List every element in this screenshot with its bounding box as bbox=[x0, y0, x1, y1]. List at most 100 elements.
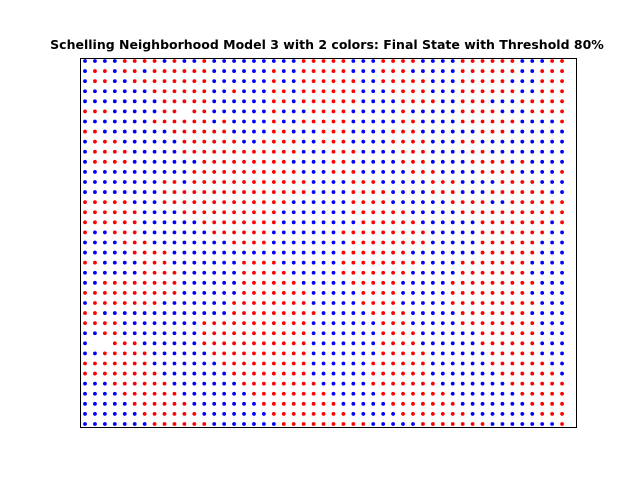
point-series-0 bbox=[162, 361, 167, 366]
point-series-1 bbox=[361, 260, 366, 265]
point-series-0 bbox=[311, 341, 316, 346]
point-series-1 bbox=[301, 190, 306, 194]
point-series-0 bbox=[421, 341, 425, 346]
point-series-0 bbox=[261, 119, 266, 124]
point-series-1 bbox=[550, 391, 555, 396]
point-series-1 bbox=[122, 59, 127, 63]
point-series-0 bbox=[351, 220, 356, 225]
point-series-1 bbox=[500, 119, 505, 124]
point-series-1 bbox=[132, 401, 137, 406]
point-series-1 bbox=[202, 129, 207, 134]
point-series-1 bbox=[560, 79, 564, 84]
point-series-1 bbox=[252, 301, 256, 305]
point-series-1 bbox=[142, 270, 147, 275]
point-series-1 bbox=[232, 190, 236, 194]
point-series-0 bbox=[102, 230, 107, 235]
point-series-1 bbox=[212, 170, 217, 174]
point-series-0 bbox=[460, 351, 465, 356]
point-series-0 bbox=[112, 59, 117, 63]
chart-title: Schelling Neighborhood Model 3 with 2 co… bbox=[50, 37, 604, 52]
point-series-0 bbox=[371, 331, 376, 336]
point-series-1 bbox=[480, 129, 485, 134]
point-series-0 bbox=[212, 260, 217, 265]
point-series-0 bbox=[510, 159, 515, 164]
point-series-0 bbox=[450, 361, 455, 366]
point-series-0 bbox=[361, 170, 366, 174]
point-series-0 bbox=[460, 220, 465, 225]
point-series-1 bbox=[510, 311, 515, 315]
point-series-1 bbox=[93, 109, 97, 114]
point-series-1 bbox=[560, 422, 564, 426]
point-series-1 bbox=[510, 371, 515, 376]
point-series-1 bbox=[242, 341, 246, 346]
point-series-1 bbox=[172, 89, 177, 94]
point-series-1 bbox=[361, 270, 366, 275]
point-series-1 bbox=[560, 109, 564, 114]
point-series-1 bbox=[500, 341, 505, 346]
point-series-1 bbox=[242, 331, 246, 336]
point-series-1 bbox=[83, 371, 87, 376]
point-series-0 bbox=[182, 260, 187, 265]
point-series-1 bbox=[480, 311, 485, 315]
point-series-0 bbox=[182, 270, 187, 275]
point-series-1 bbox=[500, 270, 505, 275]
point-series-0 bbox=[371, 149, 376, 154]
point-series-1 bbox=[500, 321, 505, 326]
point-series-1 bbox=[261, 321, 266, 326]
point-series-0 bbox=[93, 119, 97, 124]
point-series-0 bbox=[510, 129, 515, 134]
point-series-0 bbox=[83, 99, 87, 104]
point-series-0 bbox=[450, 260, 455, 265]
point-series-0 bbox=[550, 321, 555, 326]
point-series-0 bbox=[450, 210, 455, 215]
point-series-1 bbox=[500, 190, 505, 194]
point-series-1 bbox=[421, 230, 425, 235]
point-series-1 bbox=[291, 412, 296, 416]
point-series-0 bbox=[112, 89, 117, 94]
point-series-1 bbox=[252, 391, 256, 396]
point-series-1 bbox=[202, 200, 207, 205]
point-series-1 bbox=[540, 69, 545, 73]
point-series-1 bbox=[202, 119, 207, 124]
point-series-0 bbox=[192, 159, 197, 164]
point-series-0 bbox=[450, 391, 455, 396]
point-series-1 bbox=[261, 361, 266, 366]
point-series-1 bbox=[232, 149, 236, 154]
point-series-1 bbox=[401, 59, 405, 63]
point-series-1 bbox=[142, 79, 147, 84]
point-series-0 bbox=[252, 412, 256, 416]
point-series-0 bbox=[93, 240, 97, 245]
point-series-1 bbox=[530, 341, 535, 346]
point-series-0 bbox=[112, 109, 117, 114]
point-series-1 bbox=[122, 230, 127, 235]
point-series-0 bbox=[421, 331, 425, 336]
point-series-1 bbox=[261, 381, 266, 386]
point-series-0 bbox=[540, 301, 545, 305]
point-series-0 bbox=[112, 391, 117, 396]
point-series-0 bbox=[500, 412, 505, 416]
point-series-1 bbox=[490, 190, 495, 194]
point-series-0 bbox=[430, 230, 435, 235]
point-series-1 bbox=[520, 371, 525, 376]
point-series-0 bbox=[480, 371, 485, 376]
point-series-0 bbox=[102, 391, 107, 396]
point-series-1 bbox=[440, 190, 445, 194]
point-series-0 bbox=[421, 280, 425, 285]
point-series-1 bbox=[500, 69, 505, 73]
point-series-1 bbox=[301, 371, 306, 376]
point-series-1 bbox=[530, 180, 535, 184]
point-series-1 bbox=[470, 210, 475, 215]
point-series-1 bbox=[510, 270, 515, 275]
point-series-0 bbox=[560, 341, 564, 346]
point-series-0 bbox=[490, 391, 495, 396]
point-series-1 bbox=[152, 412, 157, 416]
point-series-0 bbox=[212, 412, 217, 416]
point-series-0 bbox=[291, 99, 296, 104]
point-series-1 bbox=[291, 149, 296, 154]
point-series-1 bbox=[490, 280, 495, 285]
point-series-0 bbox=[162, 331, 167, 336]
point-series-0 bbox=[162, 220, 167, 225]
point-series-1 bbox=[261, 159, 266, 164]
point-series-0 bbox=[212, 371, 217, 376]
point-series-1 bbox=[182, 99, 187, 104]
